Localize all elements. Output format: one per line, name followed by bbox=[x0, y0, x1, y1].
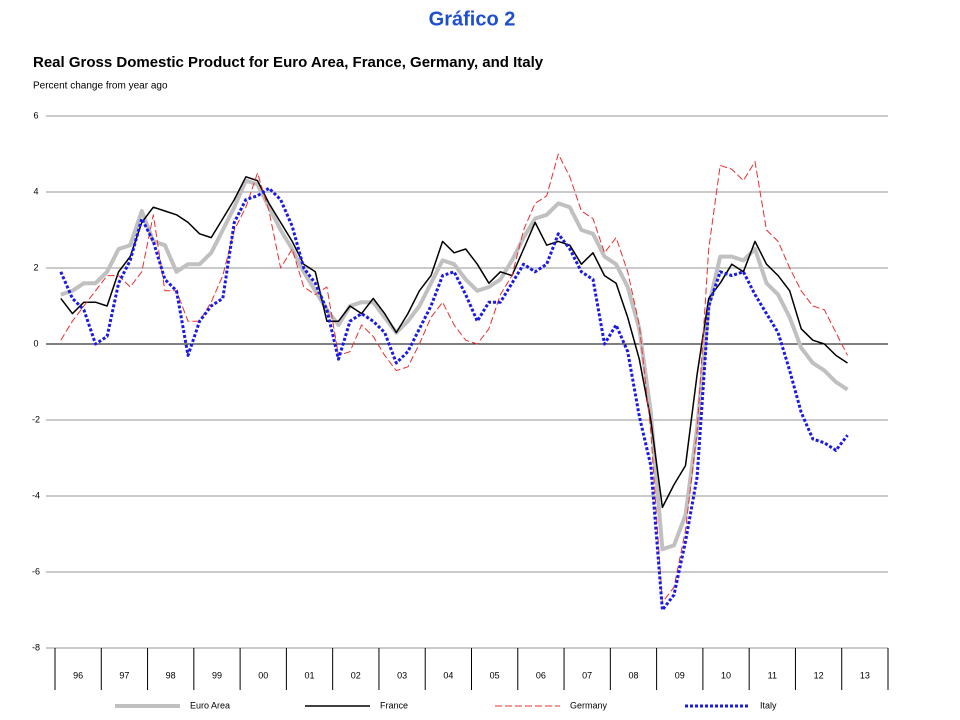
series-line bbox=[60, 178, 849, 552]
x-tick-label: 11 bbox=[768, 670, 777, 680]
series-line bbox=[59, 186, 849, 612]
y-tick-label: -4 bbox=[32, 490, 40, 500]
legend-label: Italy bbox=[760, 700, 777, 710]
legend-label: Euro Area bbox=[190, 700, 230, 710]
y-tick-label: -2 bbox=[32, 414, 40, 424]
x-tick-label: 03 bbox=[397, 670, 407, 680]
y-tick-label: 0 bbox=[33, 338, 38, 348]
y-tick-label: -6 bbox=[32, 566, 40, 576]
x-tick-label: 99 bbox=[212, 670, 222, 680]
x-tick-label: 97 bbox=[119, 670, 129, 680]
series-line bbox=[60, 176, 848, 509]
x-tick-label: 08 bbox=[628, 670, 638, 680]
x-tick-label: 04 bbox=[443, 670, 453, 680]
x-tick-label: 96 bbox=[73, 670, 83, 680]
x-tick-label: 09 bbox=[675, 670, 685, 680]
y-tick-label: 6 bbox=[33, 110, 38, 120]
y-tick-label: -8 bbox=[32, 642, 40, 652]
x-tick-label: 10 bbox=[721, 670, 731, 680]
x-tick-label: 06 bbox=[536, 670, 546, 680]
chart-title: Real Gross Domestic Product for Euro Are… bbox=[33, 54, 544, 71]
chart-subtitle: Percent change from year ago bbox=[33, 81, 168, 92]
x-tick-label: 05 bbox=[490, 670, 500, 680]
y-tick-label: 2 bbox=[33, 262, 38, 272]
x-tick-label: 12 bbox=[814, 670, 824, 680]
y-tick-label: 4 bbox=[33, 186, 38, 196]
legend-label: France bbox=[380, 700, 408, 710]
x-tick-label: 07 bbox=[582, 670, 592, 680]
x-tick-label: 13 bbox=[860, 670, 870, 680]
header: Gráfico 2 bbox=[429, 8, 516, 30]
x-tick-label: 98 bbox=[166, 670, 176, 680]
x-tick-label: 00 bbox=[258, 670, 268, 680]
x-tick-label: 01 bbox=[305, 670, 315, 680]
series-line bbox=[60, 153, 848, 603]
x-tick-label: 02 bbox=[351, 670, 361, 680]
legend-label: Germany bbox=[570, 700, 608, 710]
